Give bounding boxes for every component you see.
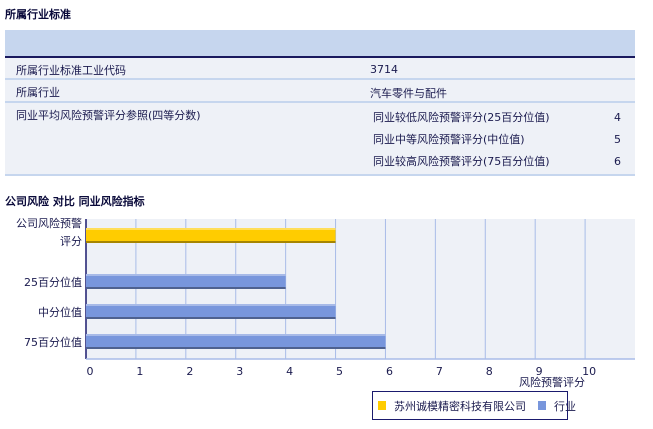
- bar-highlight: [86, 274, 286, 276]
- x-tick-label: 1: [136, 365, 143, 378]
- bar: [86, 274, 286, 289]
- industry-table: 所属行业标准工业代码 3714 所属行业 汽车零件与配件 同业平均风险预警评分参…: [5, 30, 635, 176]
- bar-highlight: [86, 228, 336, 230]
- sub-value: 4: [614, 111, 621, 124]
- sub-value: 5: [614, 133, 621, 146]
- sub-label: 同业较低风险预警评分(25百分位值): [373, 111, 550, 124]
- industry-section-title: 所属行业标准: [5, 8, 71, 21]
- x-tick-label: 0: [87, 365, 94, 378]
- bar-highlight: [86, 334, 386, 336]
- legend-label: 苏州诚模精密科技有限公司: [394, 399, 526, 413]
- bar: [86, 334, 386, 349]
- legend-swatch: [378, 401, 386, 410]
- row-value: 汽车零件与配件: [370, 87, 447, 100]
- table-header: [5, 30, 635, 58]
- sub-value: 6: [614, 155, 621, 168]
- bar-highlight: [86, 304, 336, 306]
- table-row: 所属行业标准工业代码 3714: [5, 58, 635, 80]
- sub-row: 同业较高风险预警评分(75百分位值) 6: [373, 153, 625, 175]
- x-tick-label: 6: [386, 365, 393, 378]
- legend-label: 行业: [554, 400, 576, 413]
- y-tick-label: 中分位值: [38, 305, 82, 319]
- sub-label: 同业中等风险预警评分(中位值): [373, 133, 525, 146]
- x-axis-title: 风险预警评分: [519, 375, 585, 389]
- legend-swatch: [538, 401, 546, 410]
- bar-shadow: [86, 287, 286, 289]
- y-tick-label: 75百分位值: [24, 335, 82, 349]
- x-tick-label: 2: [186, 365, 193, 378]
- row-label: 所属行业: [16, 86, 60, 99]
- bar-shadow: [86, 347, 386, 349]
- y-tick-label: 公司风险预警: [16, 216, 82, 230]
- chart-section-title: 公司风险 对比 同业风险指标: [5, 195, 145, 208]
- x-tick-label: 5: [336, 365, 343, 378]
- table-row: 所属行业 汽车零件与配件: [5, 80, 635, 103]
- x-tick-label: 10: [582, 365, 596, 378]
- row-value: 3714: [370, 63, 398, 76]
- sub-row: 同业较低风险预警评分(25百分位值) 4: [373, 109, 625, 131]
- y-tick-label: 25百分位值: [24, 275, 82, 289]
- bar-shadow: [86, 317, 336, 319]
- table-row: 同业平均风险预警评分参照(四等分数) 同业较低风险预警评分(25百分位值) 4 同…: [5, 103, 635, 176]
- row-label: 同业平均风险预警评分参照(四等分数): [16, 109, 201, 122]
- x-tick-label: 9: [536, 365, 543, 378]
- y-tick-label: 评分: [60, 235, 82, 248]
- bar: [86, 228, 336, 243]
- x-tick-label: 7: [436, 365, 443, 378]
- x-tick-label: 3: [236, 365, 243, 378]
- sub-label: 同业较高风险预警评分(75百分位值): [373, 155, 550, 168]
- sub-row: 同业中等风险预警评分(中位值) 5: [373, 131, 625, 153]
- bar: [86, 304, 336, 319]
- x-tick-label: 8: [486, 365, 493, 378]
- legend: [372, 391, 568, 420]
- x-tick-label: 4: [286, 365, 293, 378]
- row-label: 所属行业标准工业代码: [16, 64, 126, 77]
- bar-shadow: [86, 241, 336, 243]
